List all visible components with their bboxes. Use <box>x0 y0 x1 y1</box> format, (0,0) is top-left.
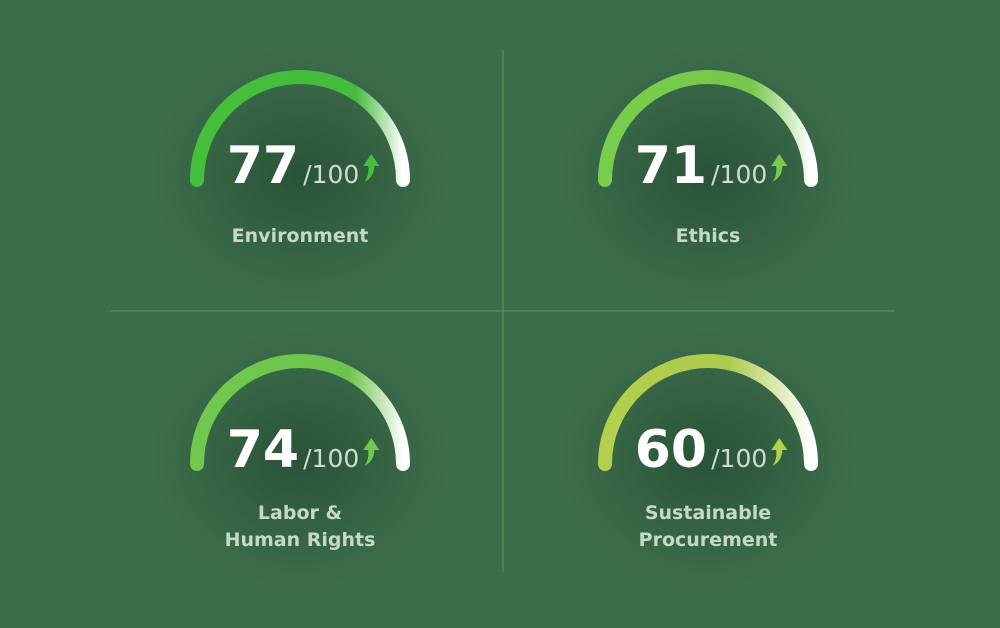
gauge-label: Procurement <box>639 529 778 551</box>
gauge-label: Labor & <box>258 502 342 524</box>
score: 60/100 <box>635 420 768 480</box>
gauge-arc <box>190 354 410 471</box>
score-value: 77 <box>227 136 299 196</box>
score: 74/100 <box>227 420 360 480</box>
score: 77/100 <box>227 136 360 196</box>
gauge-arc <box>598 354 818 471</box>
score-value: 60 <box>635 420 707 480</box>
score: 71/100 <box>635 136 768 196</box>
gauge-label: Ethics <box>676 225 741 247</box>
gauge-arc <box>598 70 818 187</box>
score-max: /100 <box>711 444 767 473</box>
trend-arrow <box>363 438 380 466</box>
score-max: /100 <box>303 160 359 189</box>
trend-arrow <box>363 154 380 182</box>
gauge-label: Sustainable <box>645 502 771 524</box>
score-max: /100 <box>711 160 767 189</box>
score-value: 71 <box>635 136 707 196</box>
gauge-label: Human Rights <box>225 529 376 551</box>
gauge-arc <box>190 70 410 187</box>
score-value: 74 <box>227 420 299 480</box>
trend-arrow <box>771 438 788 466</box>
score-max: /100 <box>303 444 359 473</box>
gauge-label: Environment <box>232 225 369 247</box>
trend-arrow <box>771 154 788 182</box>
